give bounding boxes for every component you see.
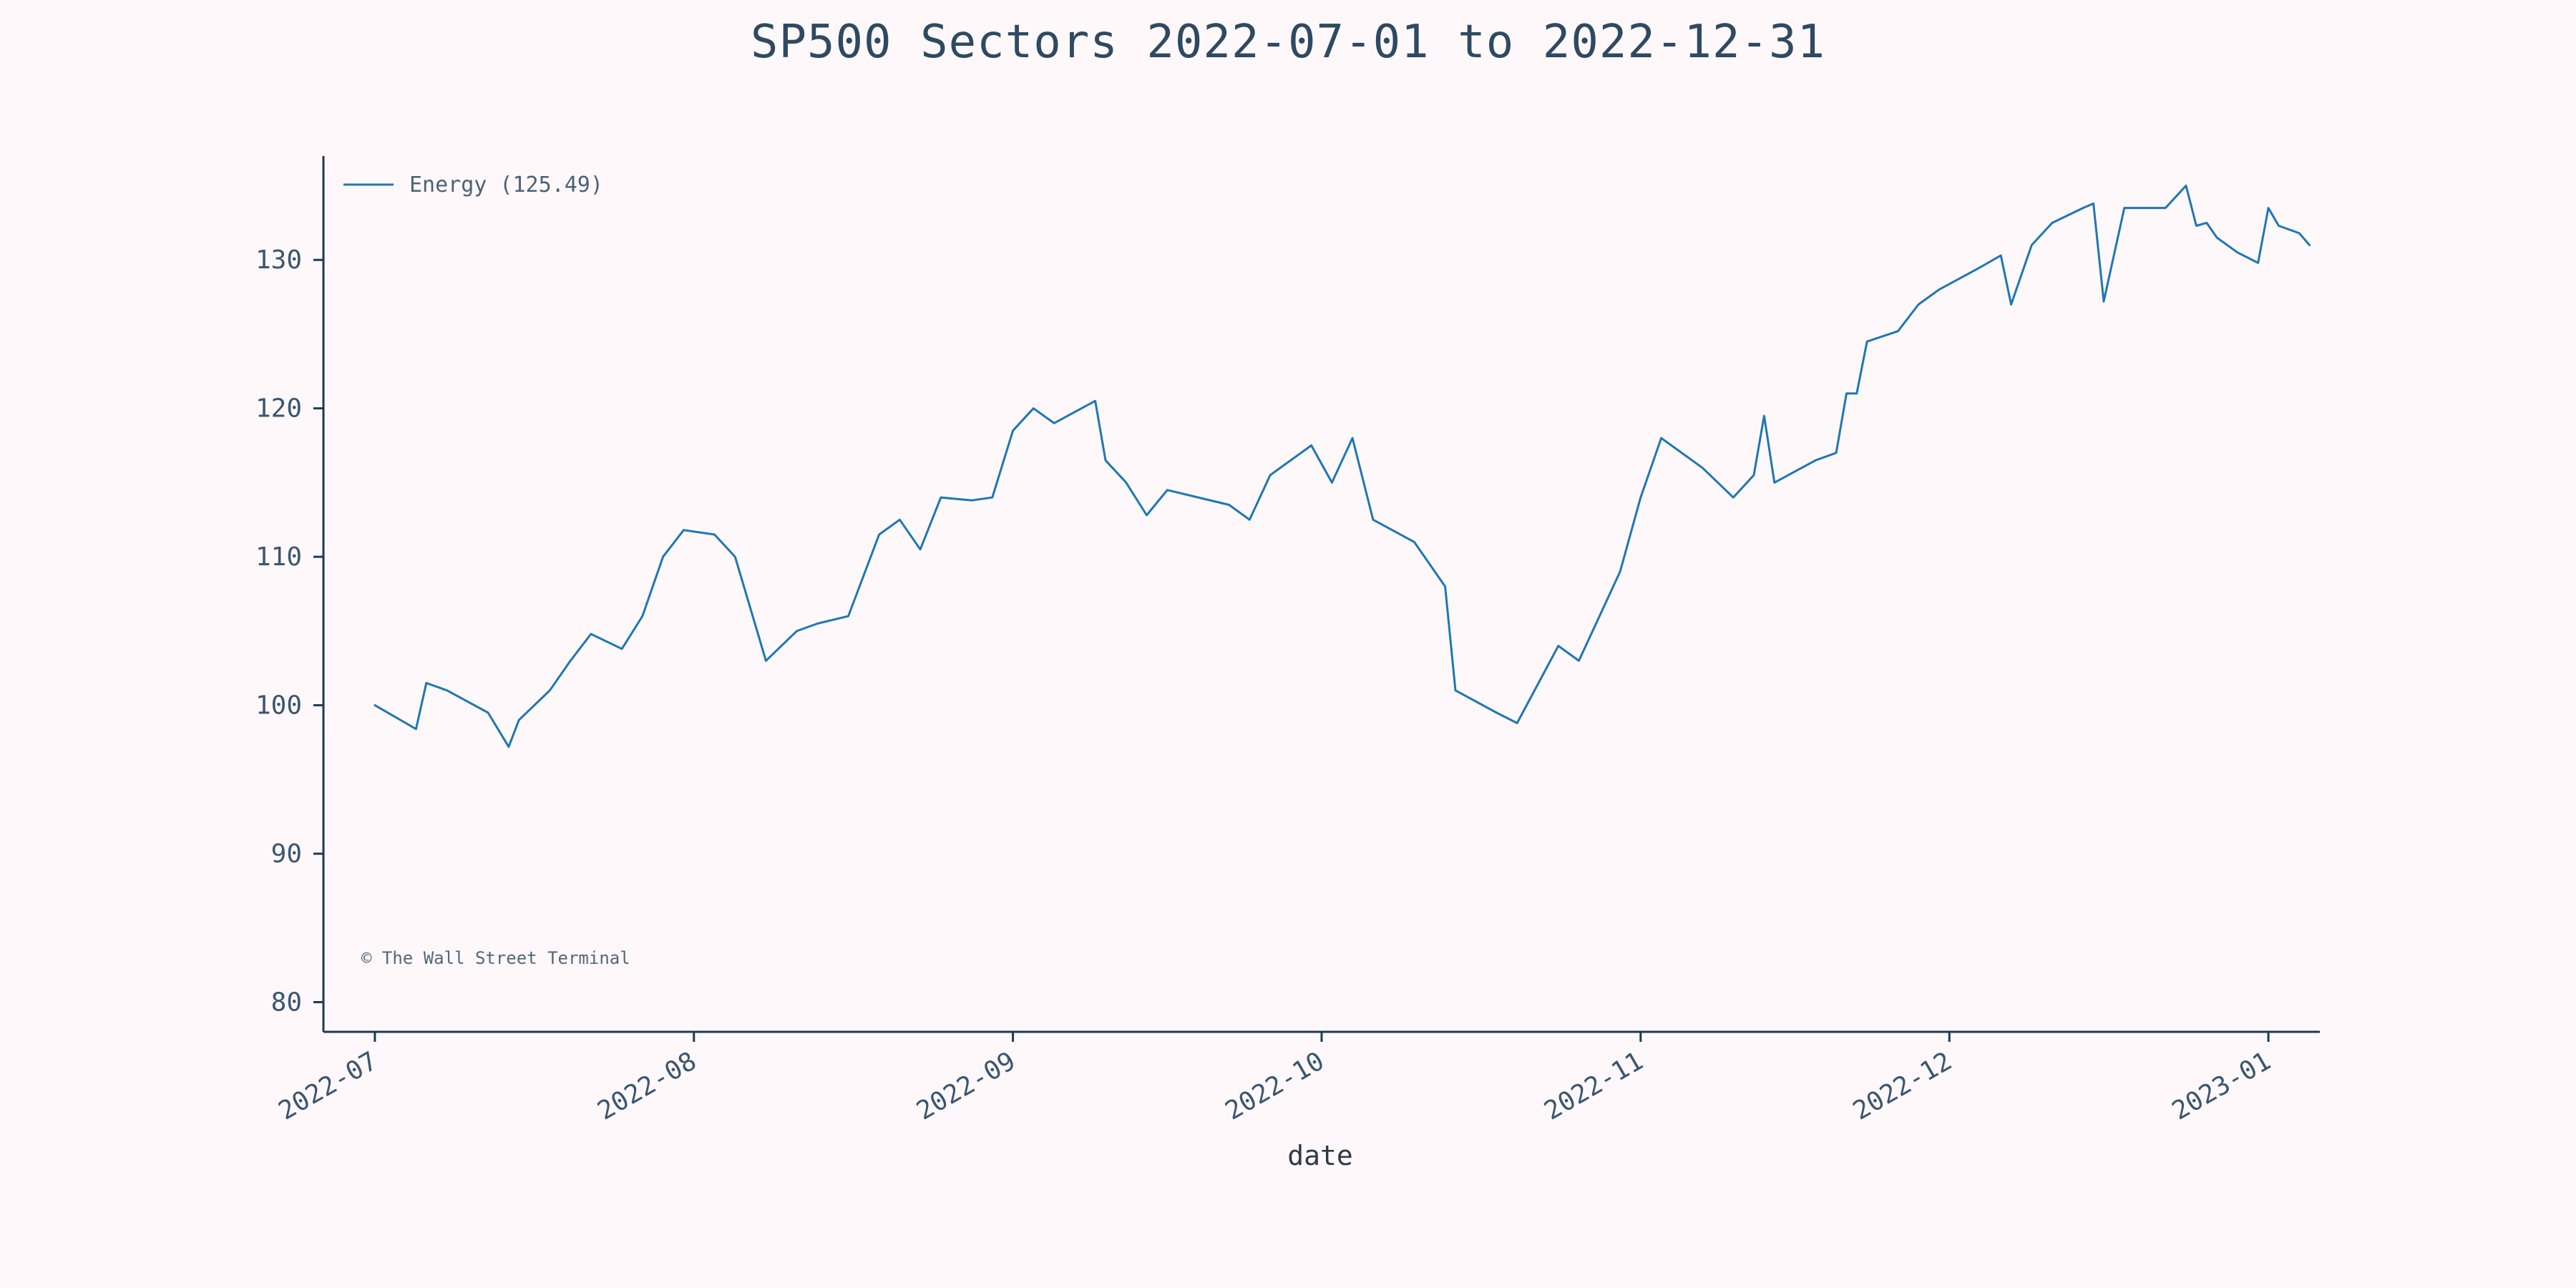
- y-ticks: 80 90 100 110 120 130: [255, 245, 323, 1018]
- y-tick-label: 110: [255, 542, 302, 572]
- legend-label: Energy (125.49): [409, 172, 603, 197]
- y-tick-label: 80: [271, 988, 302, 1018]
- x-tick-label: 2022-09: [912, 1046, 1020, 1126]
- series-line-0: [374, 185, 2311, 748]
- y-tick-label: 130: [255, 245, 302, 275]
- x-tick-label: 2022-12: [1848, 1046, 1957, 1126]
- legend: Energy (125.49): [343, 172, 603, 197]
- x-tick-label: 2022-07: [274, 1046, 383, 1126]
- y-tick-label: 90: [271, 839, 302, 869]
- axes: [322, 156, 2320, 1033]
- y-tick-label: 100: [255, 691, 302, 721]
- x-tick-label: 2022-08: [592, 1046, 701, 1126]
- x-ticks: 2022-07 2022-08 2022-09 2022-10 2022-11 2022-…: [274, 1032, 2276, 1126]
- x-tick-label: 2023-01: [2167, 1046, 2276, 1126]
- x-axis-label: date: [1287, 1140, 1353, 1171]
- series-group: [374, 185, 2311, 748]
- x-tick-label: 2022-11: [1539, 1046, 1648, 1126]
- watermark-text: © The Wall Street Terminal: [361, 948, 630, 968]
- y-tick-label: 120: [255, 394, 302, 424]
- chart-title: SP500 Sectors 2022-07-01 to 2022-12-31: [751, 16, 1825, 69]
- x-tick-label: 2022-10: [1221, 1046, 1330, 1126]
